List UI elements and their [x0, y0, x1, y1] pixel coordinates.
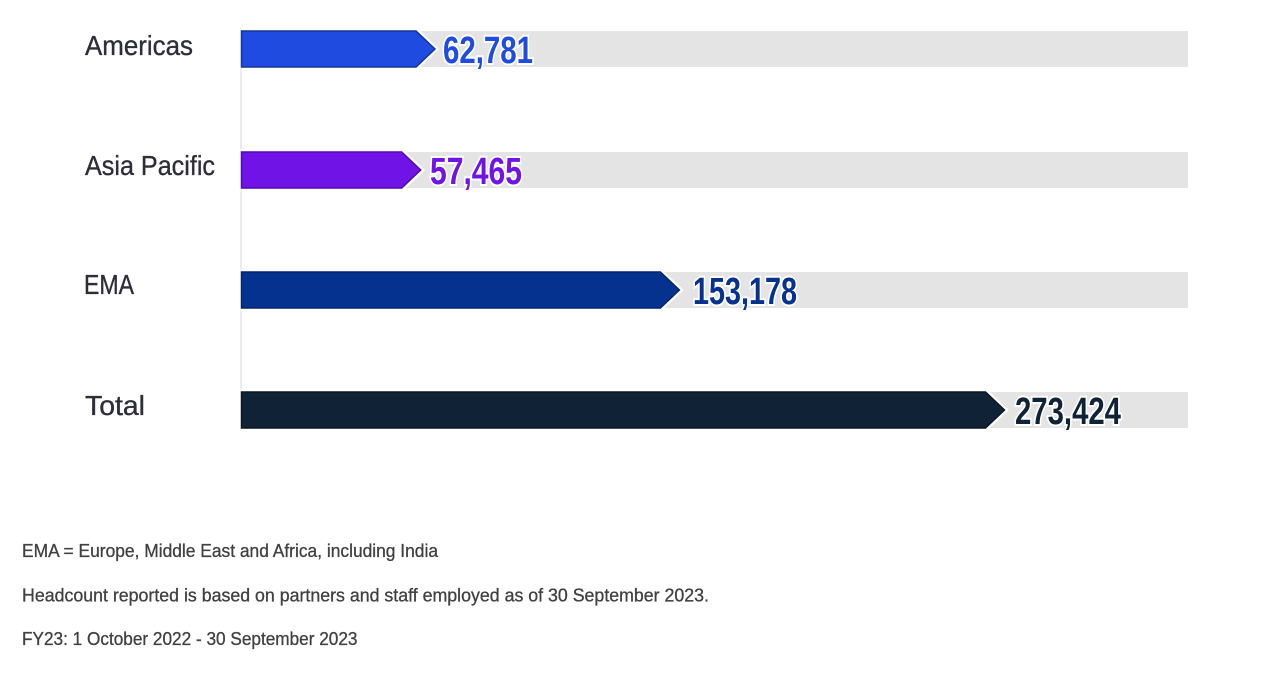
svg-text:Asia Pacific: Asia Pacific	[85, 150, 215, 181]
svg-text:57,465: 57,465	[430, 151, 522, 193]
svg-text:FY23: 1 October 2022 - 30 Sept: FY23: 1 October 2022 - 30 September 2023	[22, 628, 358, 649]
svg-text:EMA: EMA	[84, 269, 134, 300]
svg-text:153,178: 153,178	[693, 271, 797, 313]
svg-text:Total: Total	[85, 390, 145, 421]
svg-text:Americas: Americas	[85, 30, 193, 61]
svg-text:EMA = Europe, Middle East and: EMA = Europe, Middle East and Africa, in…	[22, 540, 439, 561]
svg-text:62,781: 62,781	[443, 30, 533, 72]
svg-text:Headcount reported is based on: Headcount reported is based on partners …	[22, 585, 709, 606]
svg-text:273,424: 273,424	[1015, 391, 1121, 433]
